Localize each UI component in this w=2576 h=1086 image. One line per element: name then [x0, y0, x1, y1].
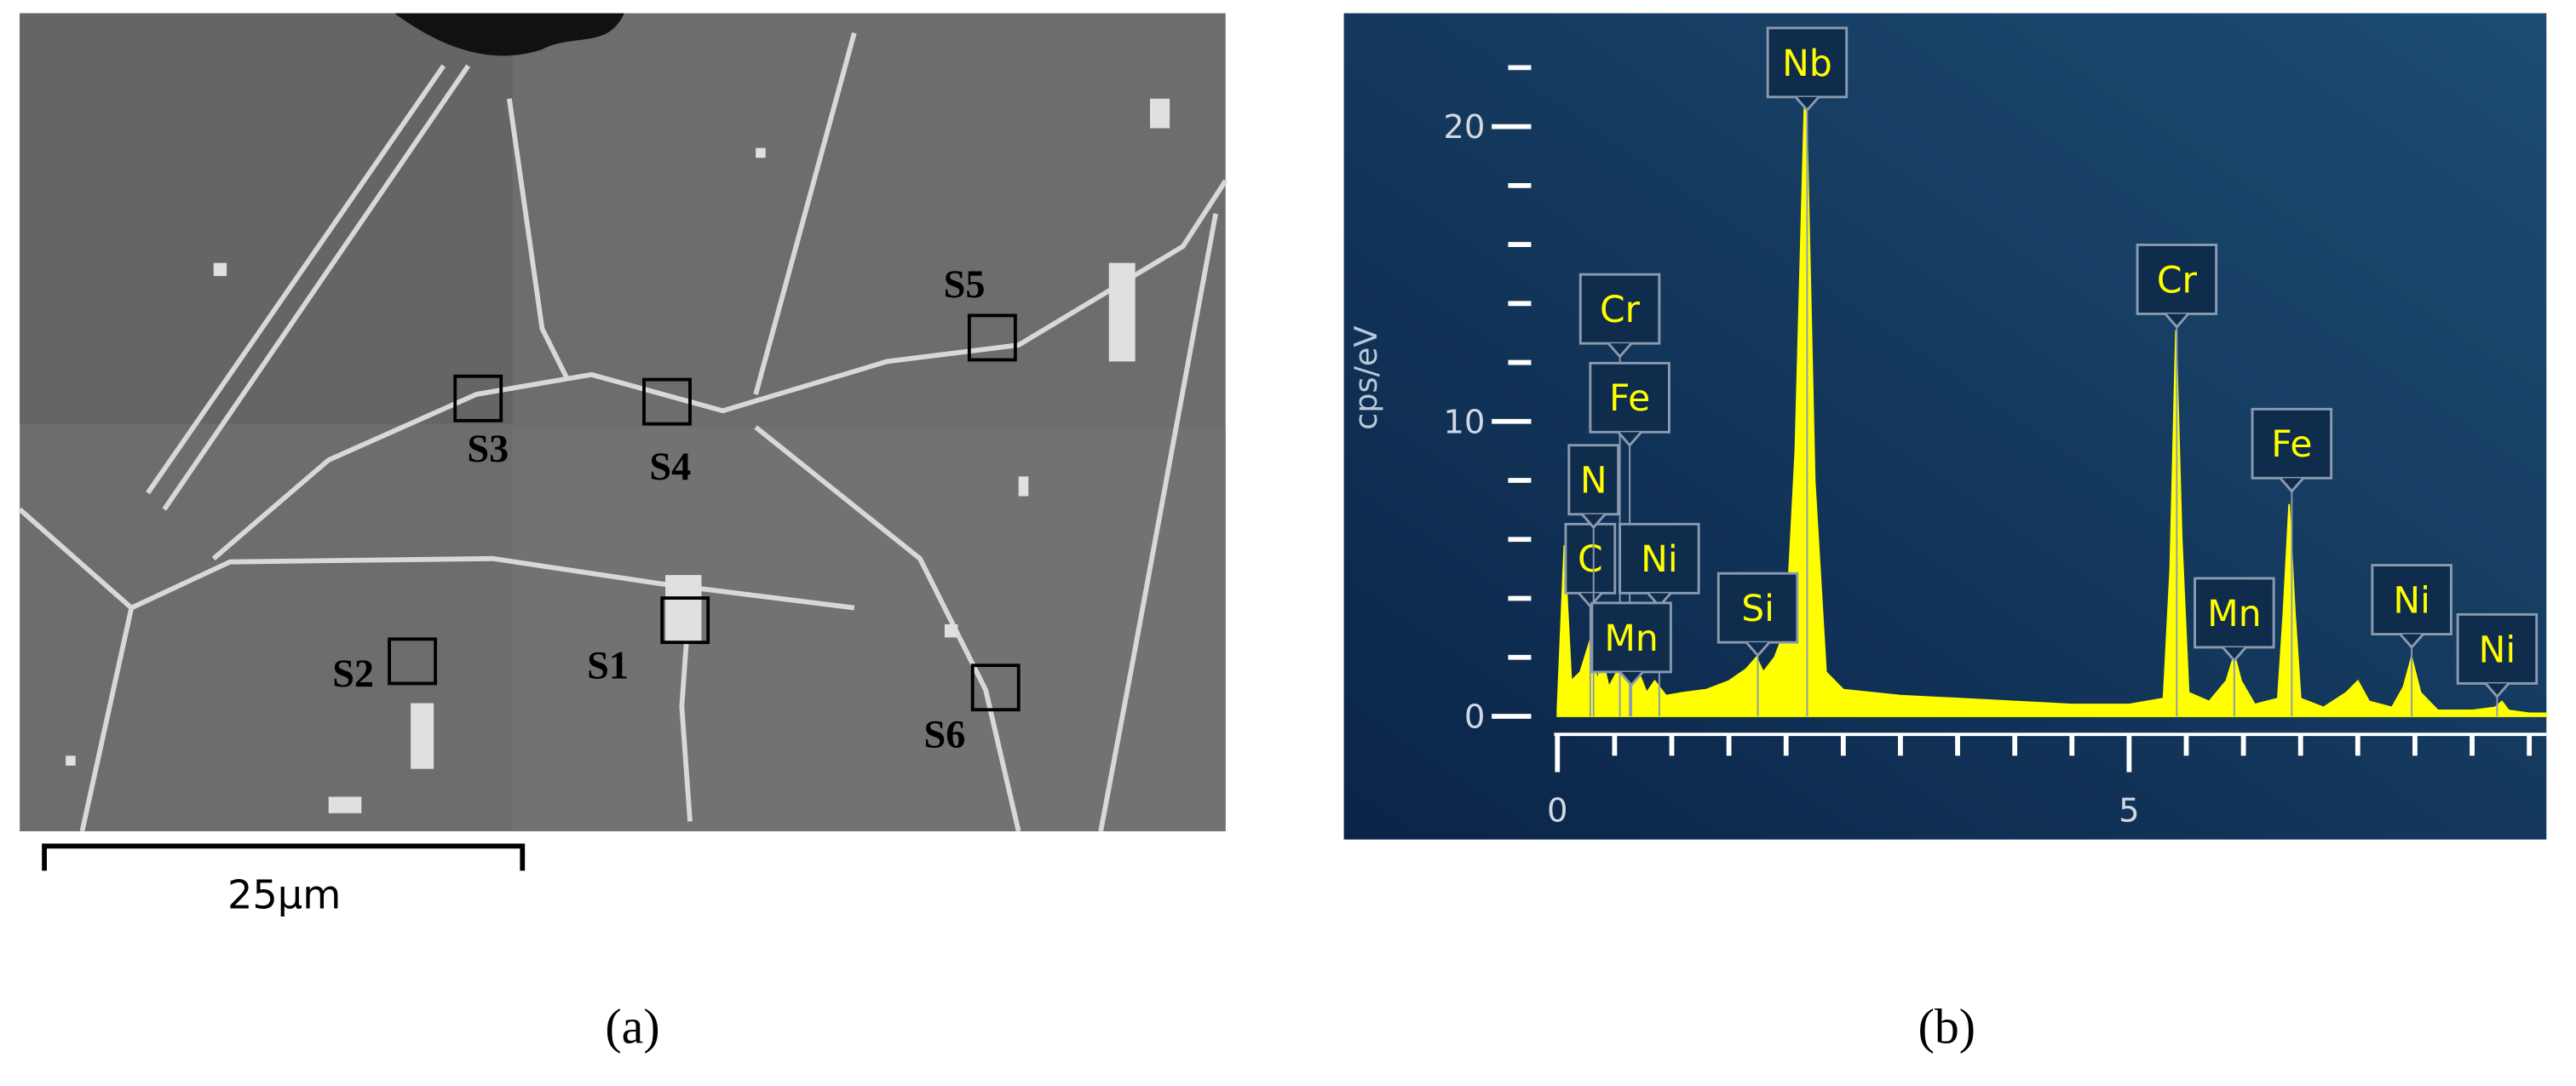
peak-label-box	[1766, 26, 1849, 99]
peak-label: Nb	[1782, 43, 1832, 85]
peak-label-arrow	[2484, 682, 2510, 699]
y-tick-label: 20	[1443, 108, 1485, 147]
peak-label: Mn	[2207, 594, 2261, 635]
scale-bar-label: 25μm	[227, 872, 341, 918]
peak-label-box	[1716, 572, 1799, 644]
peak-label: N	[1580, 461, 1607, 503]
peak-label-arrow	[1617, 431, 1642, 447]
spot-label: S1	[587, 645, 629, 688]
spot-box	[970, 664, 1021, 712]
y-tick-label: 0	[1464, 698, 1486, 736]
spectrum-chart: cps/eV 0 10 20 0 5 Nb Cr Fe Mn Ni Ni Si CN Cr Fe Ni Mn	[1343, 13, 2548, 840]
peak-label: C	[1578, 539, 1603, 581]
peak-label: Ni	[2479, 629, 2516, 671]
scale-bar	[42, 843, 526, 871]
spot-label: S5	[944, 263, 986, 307]
peak-label-arrow	[2222, 646, 2247, 663]
peak-label: Mn	[1604, 618, 1658, 660]
peak-label-arrow	[2399, 633, 2424, 650]
peak-label-box	[1619, 522, 1700, 595]
particles	[66, 98, 1170, 813]
caption: (a)	[605, 999, 659, 1054]
spot-box	[642, 377, 692, 426]
peak-label: Fe	[1609, 378, 1650, 420]
peak-label-box	[1578, 273, 1661, 345]
spot-boxes	[388, 313, 1021, 712]
x-tick-label: 5	[2119, 791, 2140, 830]
y-tick-label: 10	[1443, 403, 1485, 441]
dark-region	[394, 13, 624, 56]
peak-label: Fe	[2271, 424, 2312, 466]
peak-label-arrow	[1607, 342, 1633, 359]
peak-label-box	[1564, 522, 1617, 595]
peak-label-box	[2194, 577, 2275, 649]
y-axis-label: cps/eV	[1348, 325, 1384, 429]
peak-label-box	[1567, 444, 1620, 516]
peak-label: Ni	[1641, 539, 1678, 581]
spot-box	[453, 374, 503, 422]
peak-label-arrow	[1745, 641, 1771, 658]
peak-label-box	[1590, 601, 1672, 674]
peak-label-box	[2251, 407, 2333, 480]
x-tick-label: 0	[1547, 791, 1568, 830]
spot-box	[967, 313, 1017, 362]
peak-label-arrow	[1578, 592, 1603, 608]
peak-label-arrow	[1581, 513, 1607, 530]
peak-label-arrow	[1794, 95, 1820, 112]
spot-box	[388, 637, 437, 686]
spot-box	[660, 596, 710, 645]
peak-label: Cr	[2157, 260, 2198, 302]
peak-label-arrow	[2164, 313, 2189, 330]
peak-label: Ni	[2393, 580, 2430, 622]
sem-image: S1 S2 S3 S4 S5 S6 25μm	[18, 13, 1228, 918]
peak-label-arrow	[2279, 477, 2304, 493]
peak-label: Cr	[1600, 290, 1641, 331]
peak-label-arrow	[1619, 670, 1644, 687]
grain	[512, 427, 1226, 831]
spot-label: S4	[649, 445, 691, 489]
peak-label-box	[2371, 564, 2452, 635]
spot-label: S2	[332, 652, 374, 696]
caption: (b)	[1918, 999, 1975, 1054]
spot-label: S6	[923, 714, 965, 757]
peak-label: Si	[1741, 589, 1774, 630]
spot-labels: S1 S2 S3 S4 S5 S6	[332, 263, 985, 756]
spot-label: S3	[467, 428, 509, 471]
